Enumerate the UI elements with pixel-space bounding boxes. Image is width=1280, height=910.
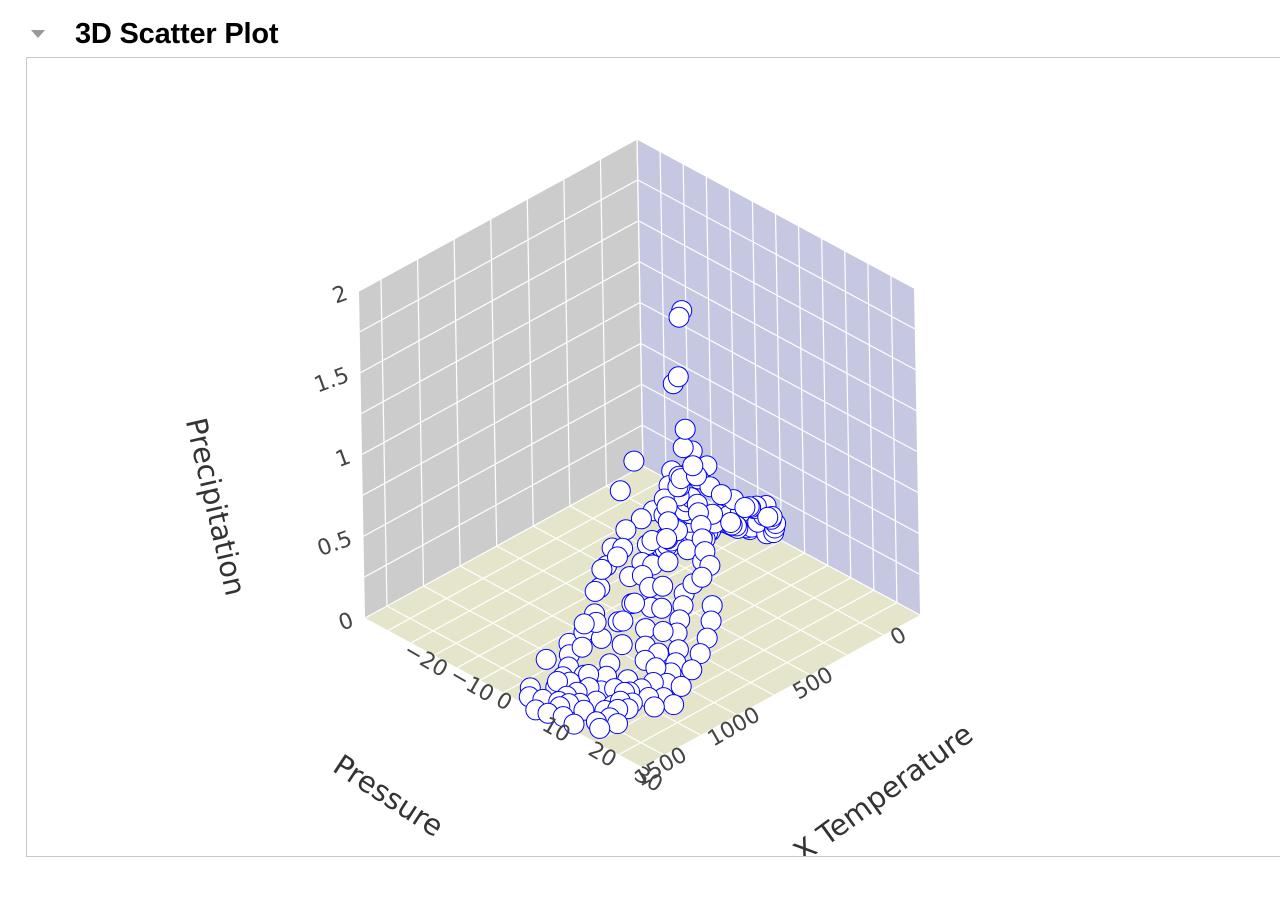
scene-gridlines — [358, 138, 921, 756]
x-tick-label: 0 — [886, 623, 911, 652]
data-point — [668, 306, 690, 328]
data-point — [635, 618, 657, 640]
data-point — [651, 597, 673, 619]
gridline-z — [636, 138, 915, 289]
data-point — [720, 512, 742, 533]
data-point — [652, 621, 674, 642]
scatter-points — [518, 300, 787, 739]
y-axis-title: X Temperature — [787, 717, 979, 857]
data-point — [734, 497, 756, 518]
data-point — [591, 558, 613, 580]
data-point — [670, 675, 692, 697]
gridline-z — [358, 138, 638, 292]
x-axis-title: Pressure — [327, 748, 449, 844]
z-axis-title: Precipitation — [179, 415, 253, 599]
chart-panel: 0 500 1000 1500 −20 −10 0 10 20 30 0 0.5 1 1.5 2 Press… — [26, 57, 1280, 857]
data-point — [589, 717, 611, 739]
data-point — [710, 484, 732, 506]
data-point — [674, 418, 696, 440]
gridline-z — [638, 261, 917, 412]
gridline-y — [387, 477, 667, 631]
gridline-z — [639, 301, 918, 453]
data-point — [630, 508, 652, 530]
z-tick-label: 2 — [329, 281, 351, 309]
data-point — [609, 480, 631, 502]
gridline-y — [364, 465, 644, 619]
data-point — [535, 648, 557, 670]
gridline-z — [359, 179, 639, 333]
data-point — [612, 610, 634, 632]
data-point — [624, 592, 645, 614]
data-point — [607, 546, 628, 568]
data-point — [643, 696, 665, 718]
data-point — [652, 575, 674, 597]
data-point — [663, 694, 685, 716]
data-point — [656, 528, 678, 549]
z-tick-label: 0 — [335, 608, 357, 636]
z-tick-label: 0.5 — [314, 526, 355, 561]
data-point — [607, 713, 628, 735]
z-tick-label: 1.5 — [311, 363, 352, 398]
gridline-z — [362, 342, 642, 496]
gridline-z — [637, 179, 916, 330]
data-point — [563, 713, 585, 735]
data-point — [682, 455, 704, 477]
gridline-z — [360, 261, 640, 415]
gridline-z — [641, 383, 919, 534]
z-tick-label: 1 — [332, 445, 354, 473]
triangle-down-icon[interactable] — [28, 24, 48, 44]
section-title: 3D Scatter Plot — [75, 17, 279, 50]
data-point — [623, 450, 645, 472]
gridline-z — [360, 220, 639, 374]
gridline-z — [638, 220, 916, 371]
gridline-y — [618, 602, 898, 756]
data-point — [571, 636, 593, 658]
data-point — [611, 634, 633, 656]
data-point — [757, 506, 779, 528]
gridline-z — [363, 424, 643, 578]
gridline-z — [361, 301, 641, 456]
data-point — [672, 437, 694, 459]
data-point — [573, 613, 595, 635]
data-point — [615, 519, 637, 541]
gridline-z — [363, 383, 642, 537]
gridline-y — [595, 589, 875, 743]
y-tick-label: 0 — [491, 688, 516, 717]
gridline-z — [640, 342, 919, 493]
data-point — [691, 566, 713, 588]
section-header: 3D Scatter Plot — [28, 14, 278, 54]
data-point — [657, 551, 679, 573]
data-point — [667, 366, 689, 388]
data-point — [700, 610, 722, 632]
data-point — [681, 659, 703, 681]
data-point — [584, 580, 606, 602]
